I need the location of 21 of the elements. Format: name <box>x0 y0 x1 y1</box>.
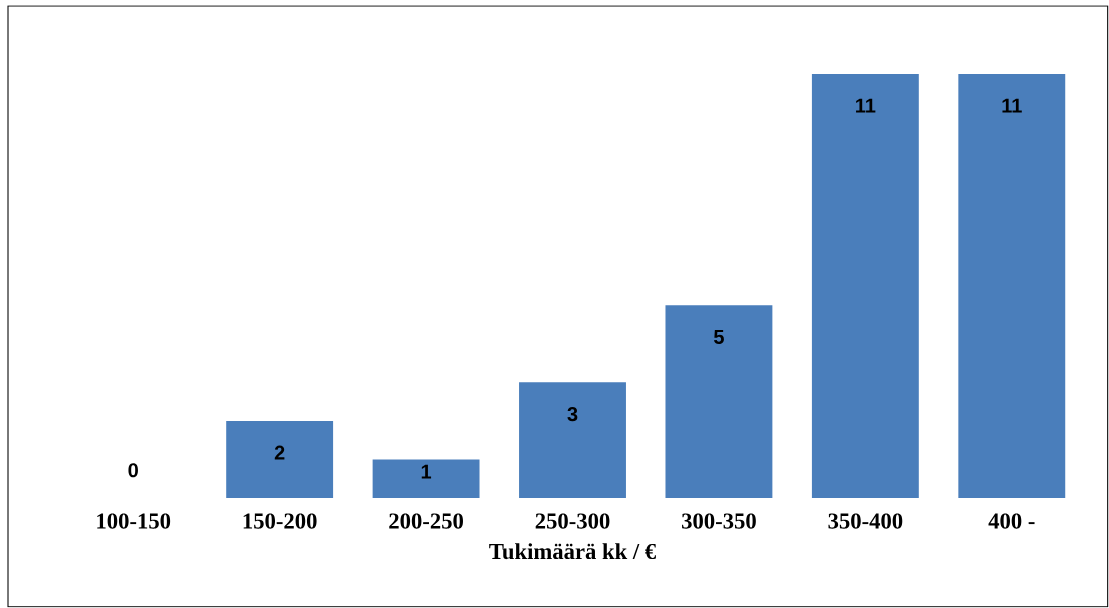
data-label: 11 <box>1002 98 1022 113</box>
x-tick-label: 300-350 <box>682 513 756 529</box>
data-label: 0 <box>128 463 138 478</box>
bar <box>226 420 334 498</box>
bar <box>811 74 919 498</box>
x-tick-label: 400 - <box>988 513 1035 529</box>
x-tick-label: 250-300 <box>535 513 610 529</box>
x-axis-title: Tukimäärä kk / € <box>489 543 656 560</box>
data-label: 1 <box>421 464 432 479</box>
bar <box>519 382 626 498</box>
bar <box>372 459 480 498</box>
x-tick-label: 350-400 <box>828 513 903 529</box>
bar <box>665 305 773 498</box>
data-label: 11 <box>856 98 876 113</box>
data-label: 2 <box>274 445 285 460</box>
x-tick-label: 100-150 <box>97 513 171 529</box>
data-label: 5 <box>713 329 724 344</box>
x-tick-label: 200-250 <box>389 513 463 529</box>
bar <box>958 74 1066 498</box>
data-label: 3 <box>567 407 578 422</box>
x-tick-label: 150-200 <box>243 513 317 529</box>
